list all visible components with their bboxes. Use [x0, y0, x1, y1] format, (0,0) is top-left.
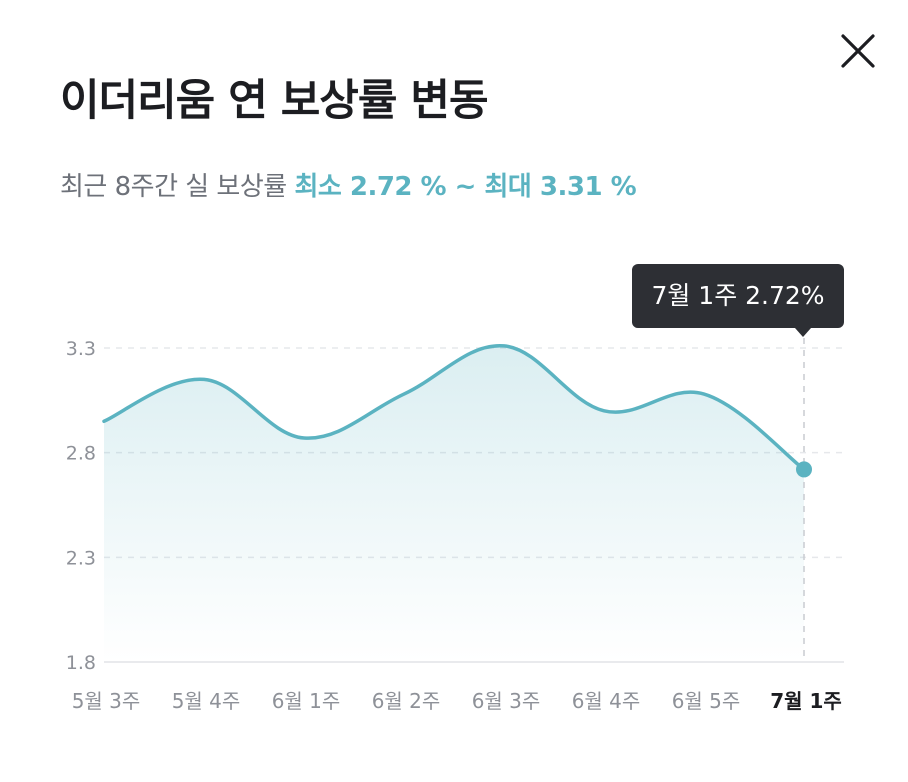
data-point[interactable] [298, 432, 310, 444]
y-axis: 3.3 2.8 2.3 1.8 [66, 338, 96, 674]
x-axis: 5월 3주 5월 4주 6월 1주 6월 2주 6월 3주 6월 4주 6월 5주 7월 1주 [72, 689, 842, 713]
series-line [102, 344, 806, 472]
y-tick-label: 2.8 [66, 443, 96, 465]
subtitle-range: 최소 2.72 % ~ 최대 3.31 % [294, 172, 637, 202]
data-point[interactable] [398, 388, 410, 400]
x-tick-label: 6월 3주 [472, 689, 541, 713]
data-point[interactable] [498, 340, 510, 352]
data-point[interactable] [698, 388, 710, 400]
y-tick-label: 2.3 [66, 547, 96, 569]
y-tick-label: 1.8 [66, 652, 96, 674]
data-points [98, 340, 812, 478]
data-point[interactable] [198, 373, 210, 385]
x-tick-label: 5월 4주 [172, 689, 241, 713]
x-tick-label: 5월 3주 [72, 689, 141, 713]
page-title: 이더리움 연 보상률 변동 [60, 76, 489, 126]
close-icon [841, 34, 875, 68]
data-point[interactable] [98, 415, 110, 427]
x-tick-label: 6월 2주 [372, 689, 441, 713]
data-point-highlight[interactable] [796, 461, 812, 478]
x-tick-label: 6월 4주 [572, 689, 641, 713]
close-button[interactable] [836, 29, 880, 73]
subtitle-prefix: 최근 8주간 실 보상률 [60, 172, 287, 202]
data-point[interactable] [598, 405, 610, 417]
x-tick-label: 6월 5주 [672, 689, 741, 713]
subtitle: 최근 8주간 실 보상률 최소 2.72 % ~ 최대 3.31 % [60, 166, 637, 203]
series-area [104, 345, 804, 662]
data-tooltip: 7월 1주 2.72% [632, 264, 844, 337]
x-tick-label: 7월 1주 [770, 689, 842, 713]
x-tick-label: 6월 1주 [272, 689, 341, 713]
y-tick-label: 3.3 [66, 338, 96, 360]
